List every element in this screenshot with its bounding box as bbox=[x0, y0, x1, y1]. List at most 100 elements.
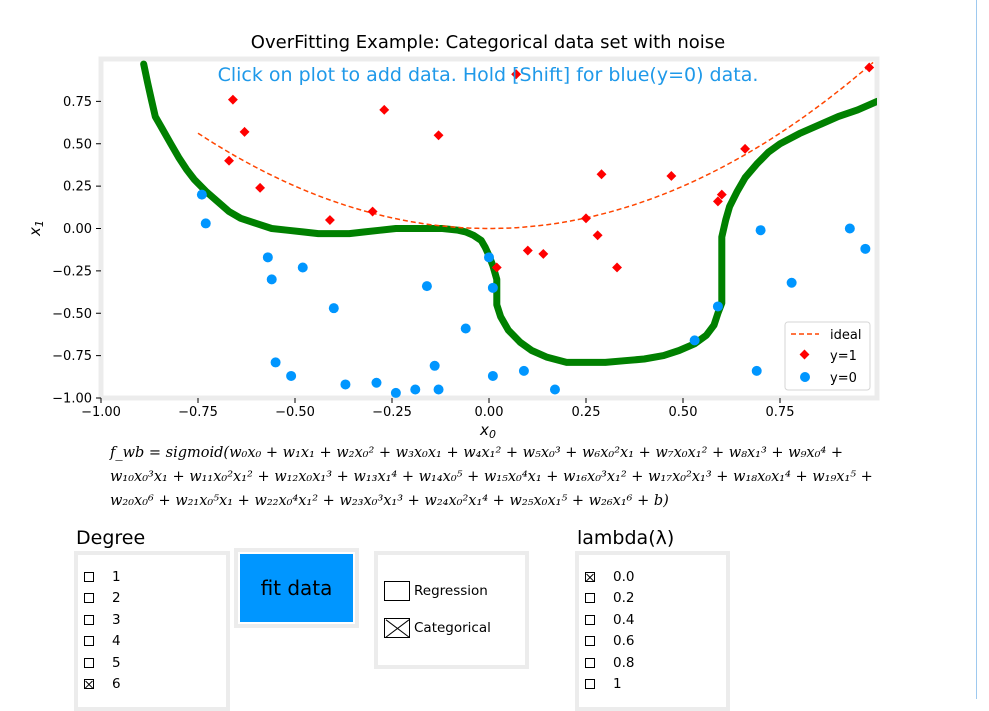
data-point-y0 bbox=[487, 370, 498, 381]
degree-option-5[interactable]: 5 bbox=[84, 653, 121, 673]
lambda-panel: 0.0 0.2 0.4 0.6 0.8 1 bbox=[575, 551, 730, 711]
data-point-y1 bbox=[511, 69, 522, 80]
degree-checkbox-4[interactable] bbox=[84, 636, 94, 646]
legend-y0-marker bbox=[800, 372, 810, 382]
window-edge-rule bbox=[976, 0, 977, 699]
data-point-y0 bbox=[196, 189, 207, 200]
data-point-y0 bbox=[844, 223, 855, 234]
data-point-y1 bbox=[716, 189, 727, 200]
formula-line-3: w₂₀x₀⁶ + w₂₁x₀⁵x₁ + w₂₂x₀⁴x₁² + w₂₃x₀³x₁… bbox=[110, 493, 669, 509]
mode-panel: Regression Categorical bbox=[374, 551, 529, 669]
y-tick-label: −0.50 bbox=[52, 307, 92, 322]
legend-label-ideal: ideal bbox=[830, 328, 861, 343]
data-point-y0 bbox=[712, 301, 723, 312]
y-tick-label: −0.25 bbox=[52, 264, 92, 279]
lambda-option-label: 0.6 bbox=[613, 633, 635, 649]
degree-option-label: 3 bbox=[112, 612, 121, 628]
data-point-y1 bbox=[864, 62, 875, 73]
lambda-option-1[interactable]: 0.2 bbox=[585, 588, 634, 608]
data-point-y1 bbox=[612, 262, 622, 273]
y-tick-label: 0.00 bbox=[63, 222, 92, 237]
fit-decision-boundary bbox=[140, 60, 877, 366]
legend: ideal y=1 y=0 bbox=[784, 321, 871, 391]
lambda-checkbox-4[interactable] bbox=[585, 658, 595, 668]
lambda-checkbox-5[interactable] bbox=[585, 679, 595, 689]
y-tick-label: 0.25 bbox=[63, 180, 92, 195]
degree-option-3[interactable]: 3 bbox=[84, 610, 121, 630]
data-point-y0 bbox=[755, 225, 766, 236]
degree-option-6[interactable]: 6 bbox=[84, 674, 121, 694]
data-point-y0 bbox=[786, 277, 797, 288]
x-tick-label: −0.50 bbox=[275, 405, 315, 420]
data-point-y0 bbox=[429, 360, 440, 371]
lambda-checkbox-3[interactable] bbox=[585, 636, 595, 646]
x-tick-label: 0.75 bbox=[766, 405, 795, 420]
model-formula: f_wb = sigmoid(w₀x₀ + w₁x₁ + w₂x₀² + w₃x… bbox=[110, 441, 890, 513]
data-point-y1 bbox=[433, 130, 444, 141]
degree-checkbox-3[interactable] bbox=[84, 615, 94, 625]
degree-option-2[interactable]: 2 bbox=[84, 588, 121, 608]
lambda-checkbox-0[interactable] bbox=[585, 572, 595, 582]
mode-option-categorical[interactable]: Categorical bbox=[384, 618, 491, 638]
lambda-option-label: 0.4 bbox=[613, 612, 635, 628]
x-tick-label: 0.25 bbox=[572, 405, 601, 420]
data-point-y0 bbox=[270, 357, 281, 368]
x-tick-label: 0.50 bbox=[669, 405, 698, 420]
degree-option-4[interactable]: 4 bbox=[84, 631, 121, 651]
degree-option-label: 6 bbox=[112, 676, 121, 692]
x-axis-label: x0 bbox=[479, 421, 496, 440]
lambda-option-label: 0.8 bbox=[613, 655, 635, 671]
lambda-checkbox-1[interactable] bbox=[585, 593, 595, 603]
data-point-y0 bbox=[410, 384, 421, 395]
y-tick-label: 0.75 bbox=[63, 95, 92, 110]
y-tick-label: −0.75 bbox=[52, 349, 92, 364]
data-point-y0 bbox=[487, 282, 498, 293]
data-point-y0 bbox=[860, 243, 871, 254]
degree-option-label: 4 bbox=[112, 633, 121, 649]
lambda-option-4[interactable]: 0.8 bbox=[585, 653, 634, 673]
data-point-y0 bbox=[200, 218, 211, 229]
data-point-y0 bbox=[286, 370, 297, 381]
data-point-y1 bbox=[522, 245, 533, 256]
data-point-y0 bbox=[340, 379, 351, 390]
lambda-option-label: 0.0 bbox=[613, 569, 635, 585]
lambda-option-2[interactable]: 0.4 bbox=[585, 610, 634, 630]
data-point-y1 bbox=[592, 230, 603, 241]
degree-checkbox-2[interactable] bbox=[84, 593, 94, 603]
degree-checkbox-5[interactable] bbox=[84, 658, 94, 668]
degree-checkbox-6[interactable] bbox=[84, 679, 94, 689]
degree-panel: 1 2 3 4 5 6 bbox=[74, 551, 230, 711]
data-point-y1 bbox=[538, 248, 549, 259]
legend-y1-marker bbox=[799, 349, 810, 360]
data-point-y1 bbox=[227, 94, 238, 105]
data-point-y0 bbox=[328, 303, 339, 314]
data-point-y0 bbox=[262, 252, 273, 263]
data-point-y0 bbox=[549, 384, 560, 395]
degree-option-label: 5 bbox=[112, 655, 121, 671]
x-tick-label: −1.00 bbox=[81, 405, 121, 420]
lambda-option-5[interactable]: 1 bbox=[585, 674, 622, 694]
data-point-y1 bbox=[491, 262, 502, 273]
lambda-option-label: 1 bbox=[613, 676, 622, 692]
fit-data-button[interactable]: fit data bbox=[240, 554, 353, 622]
categorical-checkbox[interactable] bbox=[384, 618, 410, 638]
regression-checkbox[interactable] bbox=[384, 581, 410, 601]
degree-label: Degree bbox=[76, 527, 146, 549]
data-point-y1 bbox=[239, 126, 250, 137]
mode-option-regression[interactable]: Regression bbox=[384, 581, 488, 601]
degree-checkbox-1[interactable] bbox=[84, 572, 94, 582]
lambda-option-0[interactable]: 0.0 bbox=[585, 567, 634, 587]
lambda-label: lambda(λ) bbox=[577, 527, 675, 549]
formula-line-1: f_wb = sigmoid(w₀x₀ + w₁x₁ + w₂x₀² + w₃x… bbox=[110, 441, 890, 465]
data-point-y1 bbox=[224, 155, 234, 166]
data-point-y0 bbox=[689, 335, 700, 346]
degree-option-label: 2 bbox=[112, 590, 121, 606]
lambda-checkbox-2[interactable] bbox=[585, 615, 595, 625]
fit-button-frame: fit data bbox=[234, 548, 359, 628]
x-tick-label: 0.00 bbox=[475, 405, 504, 420]
lambda-option-3[interactable]: 0.6 bbox=[585, 631, 634, 651]
mode-option-label: Regression bbox=[414, 583, 488, 599]
plot-canvas[interactable]: OverFitting Example: Categorical data se… bbox=[0, 0, 989, 440]
degree-option-1[interactable]: 1 bbox=[84, 567, 121, 587]
data-point-y0 bbox=[460, 323, 471, 334]
